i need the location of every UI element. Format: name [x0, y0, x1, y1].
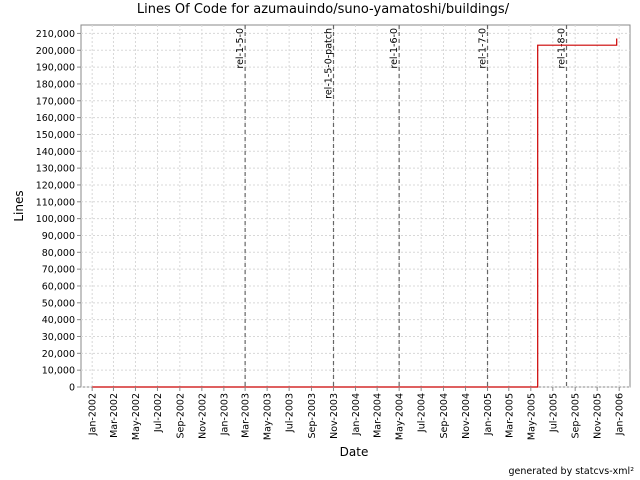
y-tick-label: 140,000	[36, 147, 75, 158]
x-tick-label: Jan-2003	[219, 393, 230, 436]
y-tick-label: 120,000	[36, 180, 75, 191]
release-markers: rel-1-5-0 rel-1-5-0-patch rel-1-6-0 rel-1-7…	[235, 25, 568, 387]
y-tick-label: 30,000	[42, 332, 75, 343]
y-tick-label: 80,000	[42, 248, 75, 259]
x-tick-label: Jul-2004	[417, 393, 428, 433]
generated-by-credit: generated by statcvs-xml²	[508, 466, 634, 477]
x-tick-label: May-2005	[526, 393, 537, 440]
x-tick-label: Mar-2002	[109, 393, 120, 438]
y-tick-label: 110,000	[36, 197, 75, 208]
x-tick-label: Nov-2005	[593, 393, 604, 439]
x-axis-label: Date	[340, 445, 369, 459]
x-tick-label: Jul-2005	[548, 393, 559, 433]
x-tick-label: Jan-2002	[88, 393, 99, 436]
x-tick-label: Mar-2003	[241, 393, 252, 438]
release-label: rel-1-6-0	[389, 28, 400, 69]
x-tick-label: Jan-2006	[615, 393, 626, 436]
x-tick-label: Jul-2002	[153, 393, 164, 433]
y-tick-label: 40,000	[42, 315, 75, 326]
y-tick-label: 100,000	[36, 214, 75, 225]
x-tick-label: Sep-2003	[307, 393, 318, 439]
x-axis: Jan-2002 Mar-2002 May-2002 Jul-2002 Sep-2002…	[88, 387, 626, 440]
y-tick-label: 160,000	[36, 113, 75, 124]
x-tick-label: May-2003	[263, 393, 274, 440]
release-label: rel-1-7-0	[478, 28, 489, 69]
x-tick-label: Nov-2002	[197, 393, 208, 439]
x-tick-label: Jan-2005	[483, 393, 494, 436]
y-tick-label: 70,000	[42, 265, 75, 276]
data-series	[92, 38, 618, 388]
x-tick-label: Sep-2002	[175, 393, 186, 439]
x-tick-label: May-2002	[131, 393, 142, 440]
gridlines	[81, 25, 630, 388]
chart-title: Lines Of Code for azumauindo/suno-yamato…	[137, 2, 510, 17]
release-label: rel-1-5-0-patch	[323, 28, 334, 99]
release-label: rel-1-8-0	[557, 28, 568, 69]
y-tick-label: 180,000	[36, 79, 75, 90]
y-tick-label: 90,000	[42, 231, 75, 242]
x-tick-label: Mar-2004	[373, 393, 384, 438]
y-tick-label: 150,000	[36, 130, 75, 141]
y-tick-label: 60,000	[42, 281, 75, 292]
x-tick-label: Mar-2005	[504, 393, 515, 438]
y-tick-label: 200,000	[36, 46, 75, 57]
x-tick-label: Nov-2003	[329, 393, 340, 439]
y-tick-label: 50,000	[42, 298, 75, 309]
y-tick-label: 20,000	[42, 349, 75, 360]
y-tick-label: 10,000	[42, 366, 75, 377]
x-tick-label: Nov-2004	[461, 393, 472, 439]
lines-of-code-line	[92, 38, 618, 388]
x-tick-label: Sep-2004	[439, 393, 450, 439]
y-tick-label: 130,000	[36, 164, 75, 175]
y-tick-label: 190,000	[36, 63, 75, 74]
y-tick-label: 0	[69, 383, 75, 394]
release-label: rel-1-5-0	[235, 28, 246, 69]
x-tick-label: May-2004	[395, 393, 406, 440]
y-axis: 0 10,000 20,000 30,000 40,000 50,000 60,000 70,…	[36, 29, 81, 394]
x-tick-label: Jul-2003	[285, 393, 296, 433]
x-tick-label: Sep-2005	[571, 393, 582, 439]
y-tick-label: 210,000	[36, 29, 75, 40]
y-tick-label: 170,000	[36, 96, 75, 107]
y-axis-label: Lines	[12, 190, 26, 221]
x-tick-label: Jan-2004	[351, 393, 362, 436]
